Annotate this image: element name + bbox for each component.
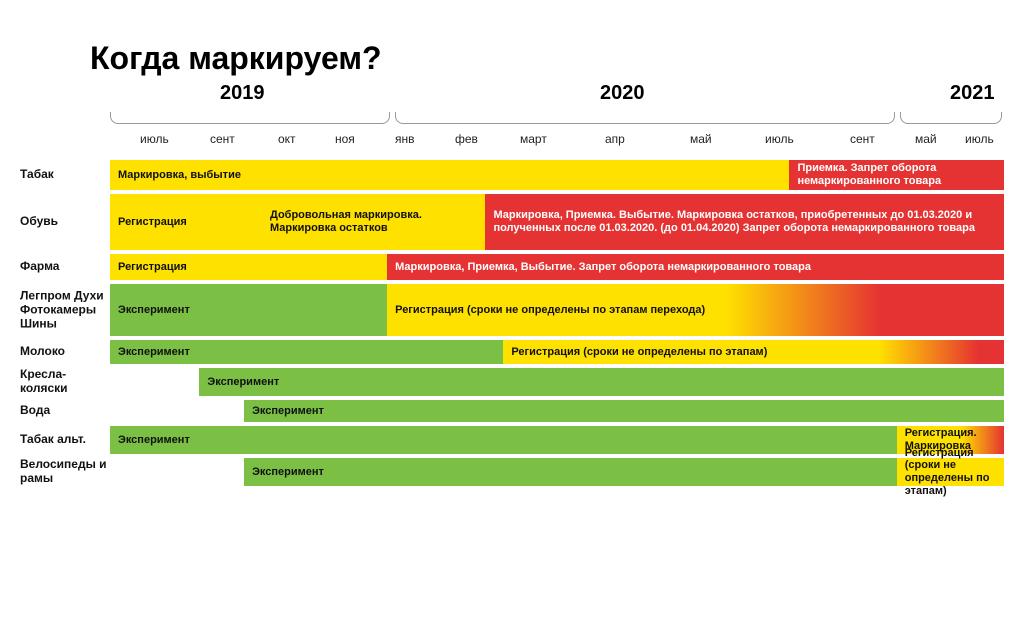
row-label: Кресла-коляски bbox=[20, 368, 110, 396]
year-label: 2020 bbox=[600, 82, 645, 105]
month-label: июль bbox=[140, 132, 169, 146]
row-track: Эксперимент Регистрация (сроки не определ… bbox=[110, 340, 1004, 364]
row-label: Табак альт. bbox=[20, 433, 110, 447]
gantt-chart: 2019 2020 2021 июль сент окт ноя янв фев март апр… bbox=[20, 82, 1004, 486]
month-header-row: июль сент окт ноя янв фев март апр май июль сент ма… bbox=[20, 132, 1004, 154]
gantt-bar: Регистрация (сроки не определены по этап… bbox=[503, 340, 1004, 364]
bar-label: Эксперимент bbox=[118, 304, 190, 317]
gantt-bar: Маркировка, Приемка, Выбытие. Запрет обо… bbox=[387, 254, 1004, 280]
gantt-bar: Эксперимент bbox=[199, 368, 1004, 396]
gantt-row: Обувь Регистрация Добровольная маркировка.… bbox=[20, 194, 1004, 250]
month-label: окт bbox=[278, 132, 296, 146]
gantt-rows: Табак Маркировка, выбытие Приемка. Запрет … bbox=[20, 160, 1004, 486]
row-track: Эксперимент Регистрация (сроки не определ… bbox=[110, 284, 1004, 336]
gantt-bar: Добровольная маркировка. Маркировка оста… bbox=[262, 194, 486, 250]
gantt-bar: Эксперимент bbox=[244, 400, 1004, 422]
year-bracket bbox=[900, 112, 1002, 124]
gantt-row: Табак альт.ЭкспериментРегистрация. Марки… bbox=[20, 426, 1004, 454]
row-track: Регистрация Маркировка, Приемка, Выбытие.… bbox=[110, 254, 1004, 280]
month-label: янв bbox=[395, 132, 415, 146]
bar-label: Маркировка, выбытие bbox=[118, 169, 241, 182]
month-label: июль bbox=[765, 132, 794, 146]
year-label: 2021 bbox=[950, 82, 995, 105]
bar-label: Эксперимент bbox=[252, 405, 324, 418]
gantt-bar: Регистрация (сроки не определены по этап… bbox=[897, 458, 1004, 486]
month-label: фев bbox=[455, 132, 478, 146]
gantt-bar: Эксперимент bbox=[110, 426, 897, 454]
month-label: апр bbox=[605, 132, 625, 146]
row-track: ЭкспериментРегистрация. Маркировка bbox=[110, 426, 1004, 454]
year-bracket bbox=[110, 112, 390, 124]
bar-label: Эксперимент bbox=[118, 434, 190, 447]
row-label: Вода bbox=[20, 404, 110, 418]
gantt-bar: Регистрация (сроки не определены по этап… bbox=[387, 284, 1004, 336]
year-label: 2019 bbox=[220, 82, 265, 105]
gantt-bar: Приемка. Запрет оборота немаркированного… bbox=[789, 160, 1004, 190]
row-label: Молоко bbox=[20, 345, 110, 359]
gantt-row: Велосипеды и рамы Эксперимент Регистрация … bbox=[20, 458, 1004, 486]
gantt-bar: Эксперимент bbox=[110, 284, 387, 336]
gantt-row: Кресла-коляски Эксперимент bbox=[20, 368, 1004, 396]
row-label: Фарма bbox=[20, 260, 110, 274]
gantt-row: Табак Маркировка, выбытие Приемка. Запрет … bbox=[20, 160, 1004, 190]
month-label: сент bbox=[850, 132, 875, 146]
month-label: май bbox=[690, 132, 712, 146]
bar-label: Регистрация bbox=[118, 216, 187, 229]
row-track: Эксперимент bbox=[110, 400, 1004, 422]
year-header-row: 2019 2020 2021 bbox=[20, 82, 1004, 110]
row-track: Регистрация Добровольная маркировка. Марк… bbox=[110, 194, 1004, 250]
month-label: март bbox=[520, 132, 547, 146]
row-label: Обувь bbox=[20, 215, 110, 229]
month-label: июль bbox=[965, 132, 994, 146]
gantt-bar: Эксперимент bbox=[110, 340, 503, 364]
bar-label: Регистрация (сроки не определены по этап… bbox=[905, 447, 996, 498]
gantt-row: Молоко Эксперимент Регистрация (сроки не о… bbox=[20, 340, 1004, 364]
bar-label: Эксперимент bbox=[252, 466, 324, 479]
gantt-bar: Регистрация bbox=[110, 194, 262, 250]
gantt-bar: Регистрация bbox=[110, 254, 387, 280]
bar-label: Регистрация bbox=[118, 261, 187, 274]
gantt-bar: Маркировка, Приемка. Выбытие. Маркировка… bbox=[485, 194, 1004, 250]
row-track: Эксперимент bbox=[110, 368, 1004, 396]
gantt-row: Легпром Духи Фотокамеры Шины Эксперимент Р… bbox=[20, 284, 1004, 336]
bar-label: Регистрация (сроки не определены по этап… bbox=[511, 346, 767, 359]
gantt-bar: Эксперимент bbox=[244, 458, 897, 486]
gantt-bar: Маркировка, выбытие bbox=[110, 160, 789, 190]
row-label: Легпром Духи Фотокамеры Шины bbox=[20, 289, 110, 330]
row-label: Велосипеды и рамы bbox=[20, 458, 110, 486]
row-label: Табак bbox=[20, 168, 110, 182]
bar-label: Эксперимент bbox=[207, 376, 279, 389]
chart-title: Когда маркируем? bbox=[90, 40, 1004, 77]
gantt-row: Фарма Регистрация Маркировка, Приемка, Выб… bbox=[20, 254, 1004, 280]
bar-label: Маркировка, Приемка, Выбытие. Запрет обо… bbox=[395, 261, 811, 274]
row-track: Эксперимент Регистрация (сроки не определ… bbox=[110, 458, 1004, 486]
month-label: ноя bbox=[335, 132, 355, 146]
year-brackets bbox=[20, 110, 1004, 128]
bar-label: Регистрация (сроки не определены по этап… bbox=[395, 304, 705, 317]
gantt-row: Вода Эксперимент bbox=[20, 400, 1004, 422]
bar-label: Добровольная маркировка. Маркировка оста… bbox=[270, 209, 478, 234]
bar-label: Эксперимент bbox=[118, 346, 190, 359]
month-label: май bbox=[915, 132, 937, 146]
year-bracket bbox=[395, 112, 895, 124]
row-track: Маркировка, выбытие Приемка. Запрет оборо… bbox=[110, 160, 1004, 190]
bar-label: Маркировка, Приемка. Выбытие. Маркировка… bbox=[493, 209, 996, 234]
bar-label: Приемка. Запрет оборота немаркированного… bbox=[797, 162, 996, 187]
month-label: сент bbox=[210, 132, 235, 146]
